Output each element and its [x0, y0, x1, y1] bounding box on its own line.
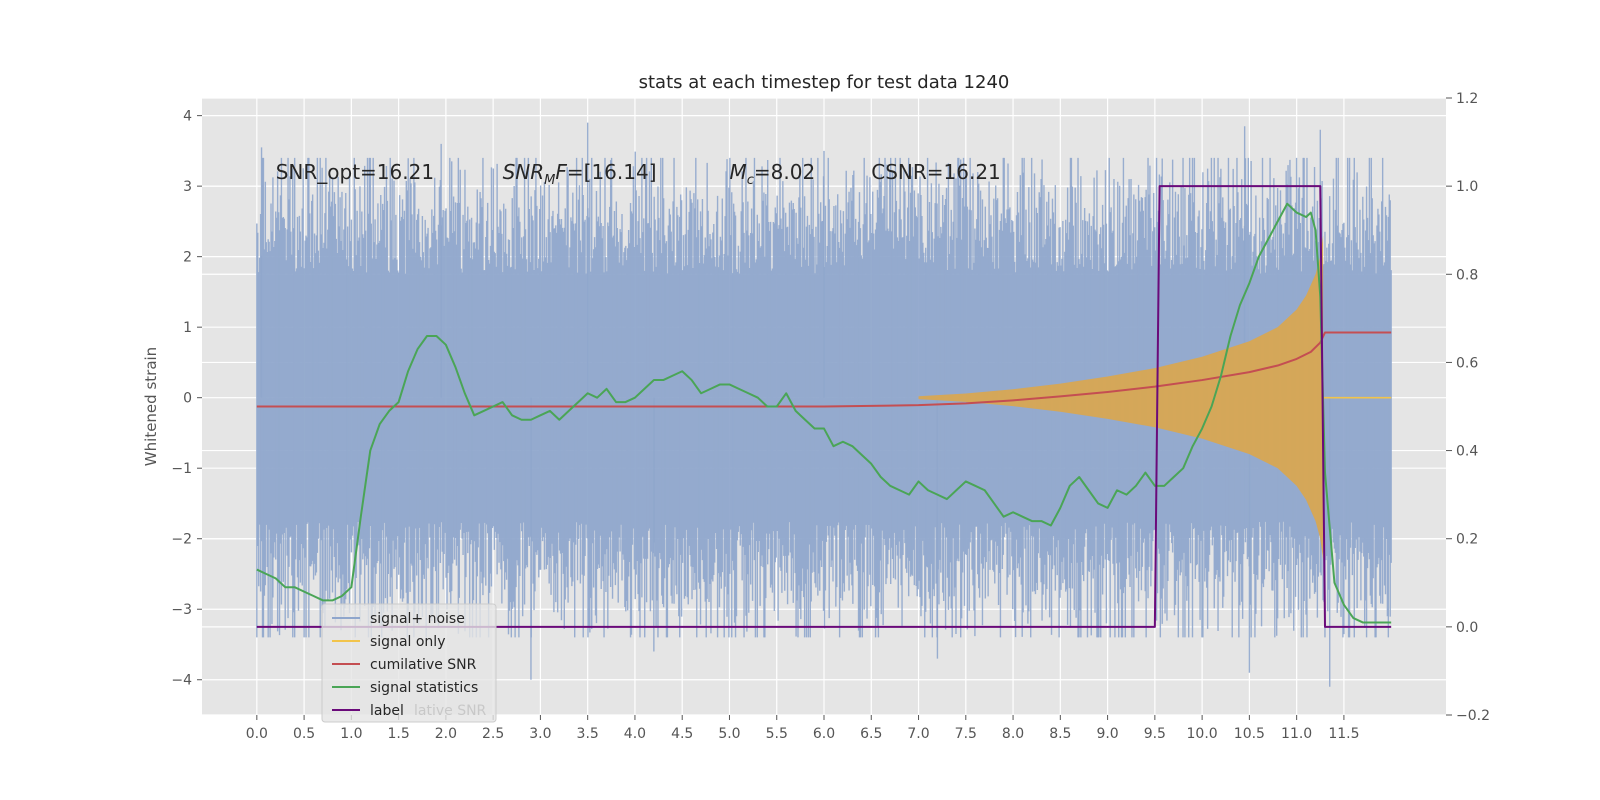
legend-label: signal statistics: [370, 680, 478, 696]
y2-tick-label: 0.8: [1456, 267, 1478, 283]
legend-label: signal only: [370, 634, 445, 650]
cumilative-snr-line: [256, 331, 1392, 408]
x-tick-label: 9.5: [1144, 726, 1166, 742]
legend-label: signal+ noise: [370, 611, 465, 627]
y2-tick-label: 1.2: [1456, 91, 1478, 107]
y2-tick-label: −0.2: [1456, 708, 1490, 724]
legend-label: label: [370, 703, 404, 719]
axes: 0.0 0.5 1.0 1.5 2.0 2.5 3.0 3.5 4.0 4.5 5.0 5.5 6.0 6…: [171, 91, 1490, 742]
y2-tick-label: 0.2: [1456, 532, 1478, 548]
y2-tick-label: 1.0: [1456, 179, 1478, 195]
y-axis-label: Whitened strain: [142, 347, 160, 466]
signal-statistics-line: [256, 202, 1392, 624]
x-tick-label: 0.0: [246, 726, 268, 742]
signal-only-series: [918, 235, 1392, 560]
y2-tick-label: 0.4: [1456, 444, 1478, 460]
y-tick-label: −1: [171, 461, 192, 477]
x-tick-label: 2.0: [435, 726, 457, 742]
x-tick-label: 2.5: [482, 726, 504, 742]
y-tick-label: 2: [183, 250, 192, 266]
x-tick-label: 0.5: [293, 726, 315, 742]
chart-title: stats at each timestep for test data 124…: [639, 72, 1010, 93]
x-tick-label: 11.5: [1328, 726, 1359, 742]
x-tick-label: 8.5: [1049, 726, 1071, 742]
x-tick-label: 5.0: [718, 726, 740, 742]
x-tick-label: 10.0: [1187, 726, 1218, 742]
x-tick-label: 9.0: [1096, 726, 1118, 742]
y2-tick-label: 0.6: [1456, 355, 1478, 371]
x-tick-label: 3.0: [529, 726, 551, 742]
y2-tick-label: 0.0: [1456, 620, 1478, 636]
y-tick-label: 0: [183, 391, 192, 407]
y-tick-label: 3: [183, 179, 192, 195]
x-tick-label: 1.5: [387, 726, 409, 742]
y-tick-label: 1: [183, 320, 192, 336]
y-tick-label: 4: [183, 109, 192, 125]
annotation-text: Mc=8.02: [729, 160, 815, 188]
x-tick-label: 8.0: [1002, 726, 1024, 742]
x-tick-label: 10.5: [1234, 726, 1265, 742]
signal-noise-series: [256, 122, 1392, 687]
x-tick-label: 1.0: [340, 726, 362, 742]
x-tick-label: 5.5: [766, 726, 788, 742]
annotations: SNR_opt=16.21 SNRMF=[16.14] Mc=8.02 CSNR=16…: [276, 160, 1001, 188]
x-tick-label: 4.5: [671, 726, 693, 742]
x-tick-label: 3.5: [577, 726, 599, 742]
x-tick-label: 11.0: [1281, 726, 1312, 742]
legend-ghost-text: lative SNR: [414, 703, 487, 719]
legend-box: [321, 603, 497, 723]
x-tick-label: 4.0: [624, 726, 646, 742]
x-tick-label: 7.5: [955, 726, 977, 742]
legend-label: cumilative SNR: [370, 657, 477, 673]
series-lines: [256, 185, 1392, 628]
legend: lative SNR signal+ noise signal only cumila…: [321, 603, 497, 723]
x-tick-label: 6.5: [860, 726, 882, 742]
annotation-text: SNR_opt=16.21: [276, 160, 434, 184]
label-line: [256, 185, 1392, 628]
annotation-text: SNRMF=[16.14]: [503, 160, 657, 188]
y-tick-label: −3: [171, 602, 192, 618]
y-tick-label: −4: [171, 673, 192, 689]
x-tick-label: 7.0: [907, 726, 929, 742]
annotation-text: CSNR=16.21: [871, 160, 1001, 184]
y-tick-label: −2: [171, 532, 192, 548]
signal-only-envelope: [918, 235, 1324, 560]
x-tick-label: 6.0: [813, 726, 835, 742]
